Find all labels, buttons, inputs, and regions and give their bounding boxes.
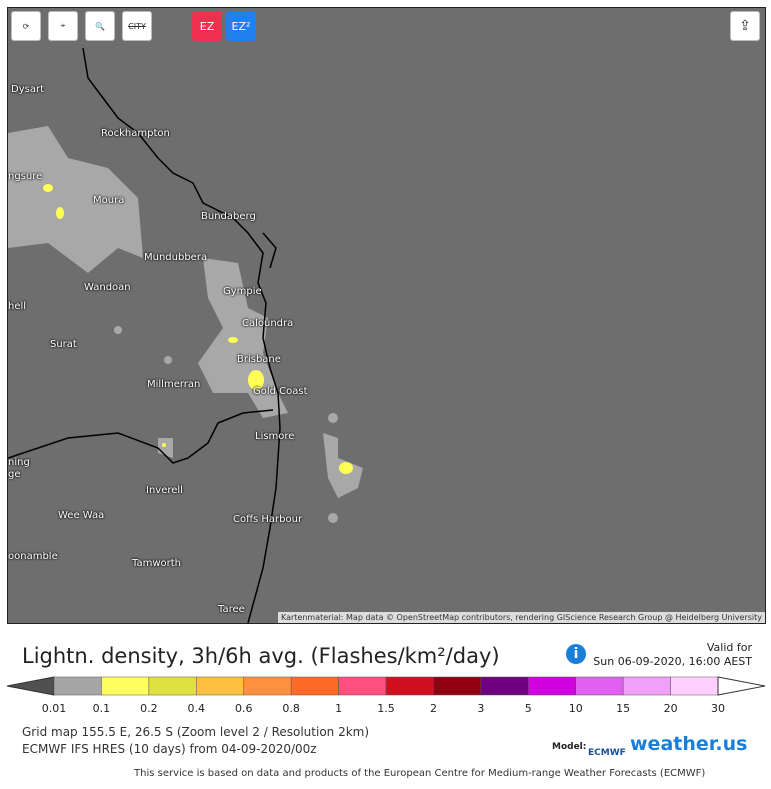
- scale-label: 0.1: [93, 702, 111, 715]
- scale-segment: [528, 676, 576, 696]
- attribution: Kartenmaterial: Map data © OpenStreetMap…: [277, 612, 765, 623]
- scale-label: 1.5: [377, 702, 395, 715]
- scale-segment: [196, 676, 244, 696]
- scale-label: 3: [477, 702, 484, 715]
- scale-label: 5: [525, 702, 532, 715]
- city-label: Lismore: [255, 431, 295, 442]
- map-layer: [8, 47, 363, 623]
- scale-segment: [290, 676, 339, 696]
- city-label: Rockhampton: [101, 128, 170, 139]
- city-label: Mundubbera: [144, 252, 208, 263]
- valid-label: Valid for: [706, 641, 752, 654]
- valid-time: Sun 06-09-2020, 16:00 AEST: [593, 655, 752, 668]
- scale-segment: [433, 676, 482, 696]
- city-label: Caloundra: [242, 318, 294, 329]
- city-label: Tamworth: [132, 558, 181, 569]
- scale-segment: [385, 676, 434, 696]
- scale-label: 20: [664, 702, 678, 715]
- scale-arrow-low: [6, 676, 55, 696]
- scale-label: 1: [335, 702, 342, 715]
- scale-segment: [670, 676, 719, 696]
- scale-label: 0.4: [188, 702, 206, 715]
- city-label: Wandoan: [84, 282, 131, 293]
- city-label: ngsure: [8, 171, 43, 182]
- model-label: Model:: [552, 742, 587, 752]
- scale-segment: [53, 676, 102, 696]
- model-run: ECMWF IFS HRES (10 days) from 04-09-2020…: [22, 742, 317, 756]
- share-button[interactable]: ⇪: [730, 11, 760, 41]
- city-label: Dysart: [11, 84, 44, 95]
- scale-label: 15: [616, 702, 630, 715]
- title: Lightn. density, 3h/6h avg. (Flashes/km²…: [22, 644, 500, 668]
- city-label: hell: [8, 301, 27, 312]
- city-label: Surat: [50, 339, 77, 350]
- scale-segment: [622, 676, 671, 696]
- scale-arrow-high: [717, 676, 766, 696]
- city-label: oonamble: [8, 551, 58, 562]
- refresh-button[interactable]: ⟳: [11, 11, 41, 41]
- scale-label: 0.8: [282, 702, 300, 715]
- info-icon[interactable]: i: [566, 644, 586, 664]
- grid-info: Grid map 155.5 E, 26.5 S (Zoom level 2 /…: [22, 725, 370, 739]
- footer: This service is based on data and produc…: [134, 768, 706, 779]
- scale-segment: [480, 676, 529, 696]
- scale-label: 0.01: [42, 702, 67, 715]
- brand-logo: weather.us: [630, 733, 748, 755]
- city-label: Taree: [218, 604, 245, 615]
- scale-segment: [338, 676, 387, 696]
- scale-segment: [148, 676, 197, 696]
- scale-label: 30: [711, 702, 725, 715]
- city-label: Coffs Harbour: [233, 514, 303, 525]
- city-label: ning: [8, 457, 30, 468]
- city-label: ge: [8, 469, 21, 480]
- city-label: Moura: [93, 195, 125, 206]
- city-label: Brisbane: [237, 354, 281, 365]
- scale-segment: [101, 676, 150, 696]
- scale-label: 0.6: [235, 702, 253, 715]
- city-label: Gympie: [223, 286, 262, 297]
- city-label: Inverell: [146, 485, 183, 496]
- scale-segment: [243, 676, 292, 696]
- zoom-button[interactable]: 🔍: [85, 11, 115, 41]
- scale-label: 2: [430, 702, 437, 715]
- ez2-button[interactable]: EZ²: [226, 11, 256, 41]
- ecmwf-logo: ECMWF: [588, 748, 626, 758]
- city-label: Wee Waa: [58, 510, 105, 521]
- ez-button[interactable]: EZ: [192, 11, 222, 41]
- city-button[interactable]: CITY: [122, 11, 152, 41]
- city-label: Gold Coast: [253, 386, 308, 397]
- scale-label: 0.2: [140, 702, 158, 715]
- color-scale: 0.01 0.1 0.2 0.4 0.6 0.8 1 1.5 2 3 5 10 15 20 30: [6, 676, 766, 715]
- city-label: Bundaberg: [201, 211, 256, 222]
- scale-label: 10: [569, 702, 583, 715]
- scale-segment: [575, 676, 624, 696]
- map[interactable]: ⟳ ⌖ 🔍 CITY EZ EZ² ⇪ Kartenmaterial: Map …: [7, 7, 766, 624]
- location-button[interactable]: ⌖: [48, 11, 78, 41]
- city-label: Millmerran: [147, 379, 201, 390]
